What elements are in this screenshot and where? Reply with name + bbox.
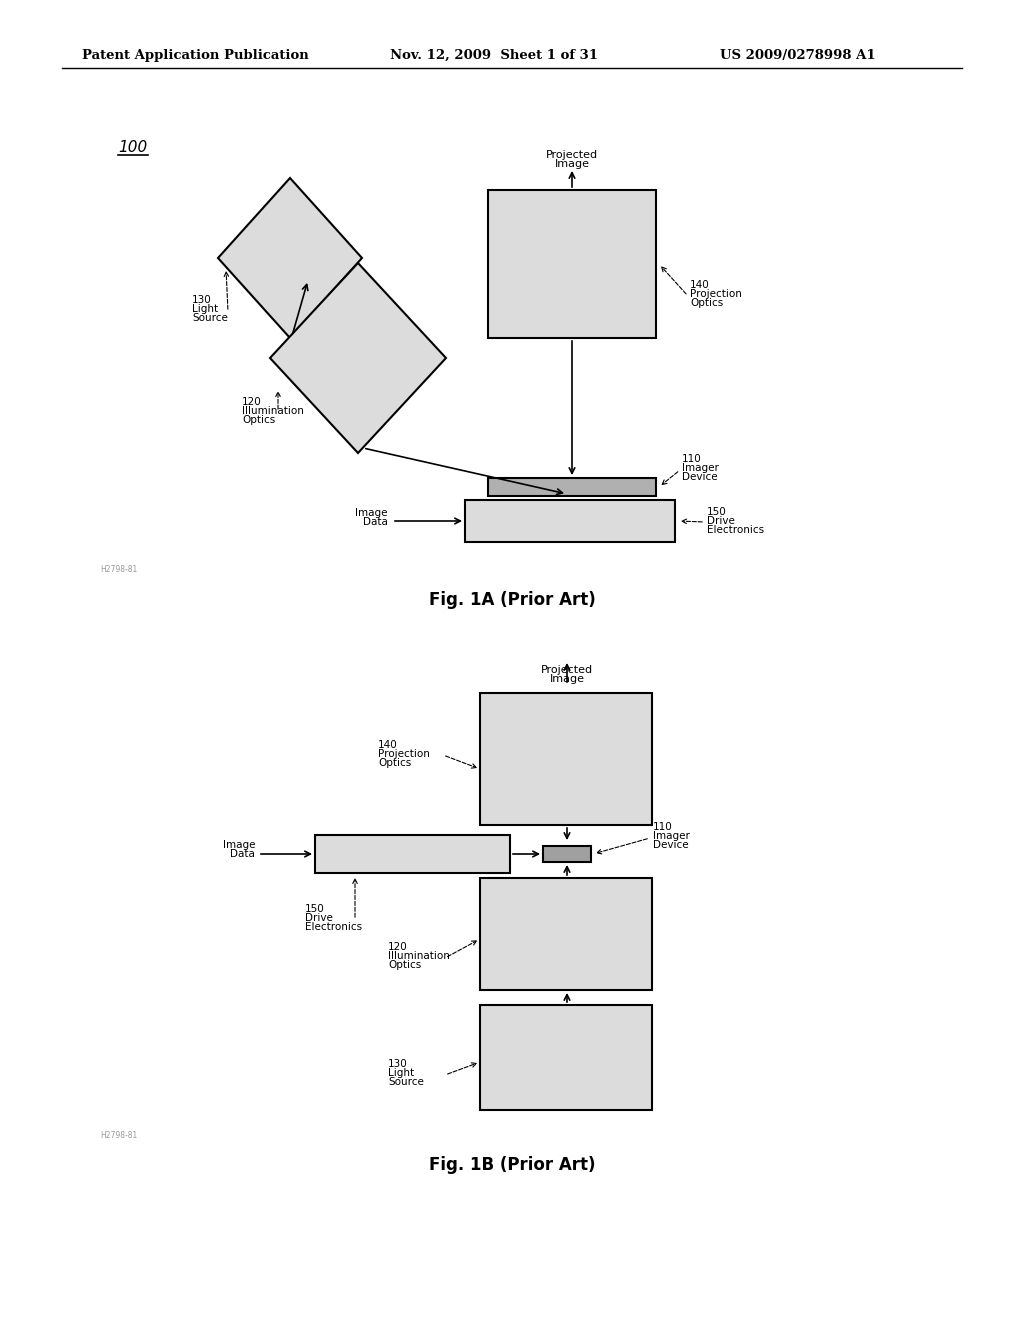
Text: Nov. 12, 2009  Sheet 1 of 31: Nov. 12, 2009 Sheet 1 of 31 bbox=[390, 49, 598, 62]
Text: Electronics: Electronics bbox=[305, 921, 362, 932]
Text: Image: Image bbox=[355, 508, 388, 517]
Bar bbox=[480, 1005, 652, 1110]
Text: US 2009/0278998 A1: US 2009/0278998 A1 bbox=[720, 49, 876, 62]
Text: Optics: Optics bbox=[378, 758, 412, 768]
Text: Optics: Optics bbox=[388, 960, 421, 970]
Text: Optics: Optics bbox=[242, 414, 275, 425]
Bar bbox=[488, 190, 656, 338]
Bar bbox=[480, 693, 652, 825]
Text: H2798-81: H2798-81 bbox=[100, 565, 137, 574]
Bar bbox=[488, 478, 656, 496]
Text: 120: 120 bbox=[388, 942, 408, 952]
Text: Optics: Optics bbox=[690, 298, 723, 308]
Bar bbox=[315, 836, 510, 873]
Text: Image: Image bbox=[222, 840, 255, 850]
Polygon shape bbox=[270, 263, 446, 453]
Text: 150: 150 bbox=[707, 507, 727, 517]
Text: 150: 150 bbox=[305, 904, 325, 913]
Text: Drive: Drive bbox=[305, 913, 333, 923]
Text: Device: Device bbox=[653, 840, 688, 850]
Text: Drive: Drive bbox=[707, 516, 735, 525]
Text: 110: 110 bbox=[653, 822, 673, 832]
Text: 130: 130 bbox=[193, 294, 212, 305]
Text: Illumination: Illumination bbox=[388, 950, 450, 961]
Text: Light: Light bbox=[388, 1068, 414, 1078]
Text: 100: 100 bbox=[118, 140, 147, 156]
Text: Light: Light bbox=[193, 304, 218, 314]
Text: Device: Device bbox=[682, 473, 718, 482]
Text: 130: 130 bbox=[388, 1059, 408, 1069]
Text: Projected: Projected bbox=[541, 665, 593, 675]
Text: Illumination: Illumination bbox=[242, 407, 304, 416]
Text: 140: 140 bbox=[690, 280, 710, 290]
Text: Patent Application Publication: Patent Application Publication bbox=[82, 49, 309, 62]
Text: Projection: Projection bbox=[690, 289, 741, 300]
Text: Imager: Imager bbox=[682, 463, 719, 473]
Text: Electronics: Electronics bbox=[707, 525, 764, 535]
Text: Fig. 1B (Prior Art): Fig. 1B (Prior Art) bbox=[429, 1156, 595, 1173]
Text: 120: 120 bbox=[242, 397, 262, 407]
Text: Fig. 1A (Prior Art): Fig. 1A (Prior Art) bbox=[429, 591, 595, 609]
Text: Imager: Imager bbox=[653, 832, 690, 841]
Text: Projected: Projected bbox=[546, 150, 598, 160]
Bar bbox=[543, 846, 591, 862]
Text: Projection: Projection bbox=[378, 748, 430, 759]
Text: Image: Image bbox=[550, 675, 585, 684]
Polygon shape bbox=[218, 178, 362, 338]
Text: Data: Data bbox=[364, 517, 388, 527]
Text: Data: Data bbox=[230, 849, 255, 859]
Bar bbox=[480, 878, 652, 990]
Bar bbox=[465, 500, 675, 543]
Text: 140: 140 bbox=[378, 741, 397, 750]
Text: Source: Source bbox=[388, 1077, 424, 1086]
Text: 110: 110 bbox=[682, 454, 701, 465]
Text: Source: Source bbox=[193, 313, 228, 323]
Text: H2798-81: H2798-81 bbox=[100, 1131, 137, 1140]
Text: Image: Image bbox=[555, 158, 590, 169]
